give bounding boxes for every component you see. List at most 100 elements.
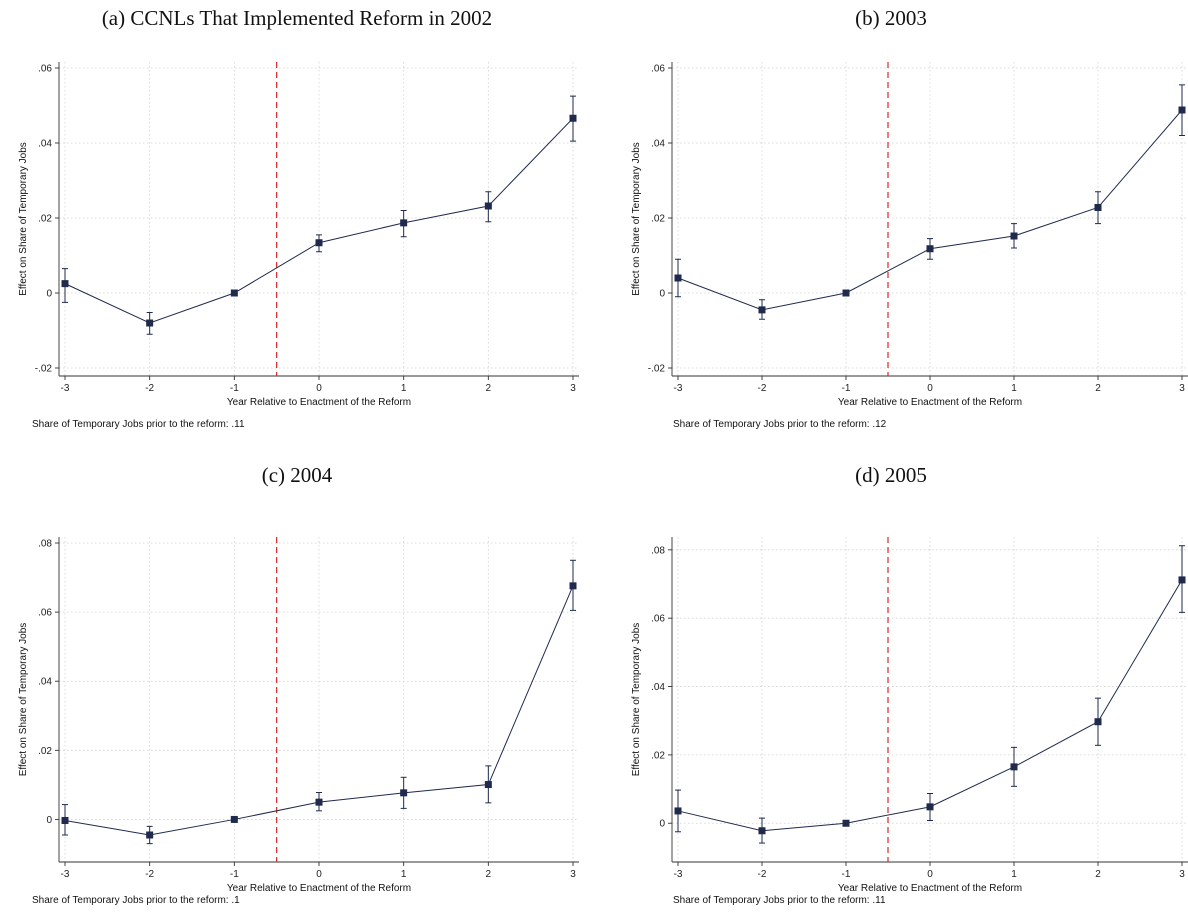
- data-point: [61, 280, 69, 288]
- data-point: [315, 798, 323, 806]
- x-tick-label: 0: [927, 869, 933, 880]
- x-tick-label: -2: [145, 383, 154, 394]
- chart-svg: 0 .02 .04 .06 .08 -3 -2 -1 0 1 2 3 Year Relative to …: [18, 537, 579, 894]
- x-axis-title: Year Relative to Enactment of the Reform: [838, 883, 1022, 894]
- y-tick-label: .04: [651, 139, 665, 150]
- chart-title: (c) 2004: [261, 463, 333, 487]
- x-tick-label: -2: [758, 869, 767, 880]
- data-point: [1010, 232, 1018, 240]
- x-axis-title: Year Relative to Enactment of the Reform: [227, 397, 411, 408]
- data-point: [842, 289, 850, 297]
- chart-title: (a) CCNLs That Implemented Reform in 200…: [101, 6, 493, 30]
- chart-note: Share of Temporary Jobs prior to the ref…: [673, 419, 887, 430]
- x-tick-label: 0: [316, 869, 322, 880]
- data-point: [230, 289, 238, 297]
- x-tick-label: 3: [1179, 383, 1185, 394]
- data-point: [758, 827, 766, 835]
- x-tick-label: -1: [842, 383, 851, 394]
- x-tick-label: -3: [61, 383, 70, 394]
- x-tick-label: 2: [1095, 383, 1101, 394]
- y-tick-label: .04: [38, 677, 52, 688]
- x-tick-label: -2: [145, 869, 154, 880]
- x-tick-label: -2: [758, 383, 767, 394]
- x-tick-label: 1: [401, 869, 407, 880]
- x-axis-title: Year Relative to Enactment of the Reform: [838, 397, 1022, 408]
- data-point: [1010, 763, 1018, 771]
- data-point: [926, 803, 934, 811]
- y-tick-label: .06: [651, 614, 665, 625]
- chart-title: (d) 2005: [855, 463, 927, 487]
- data-point: [842, 819, 850, 827]
- data-point: [674, 807, 682, 815]
- data-point: [926, 245, 934, 253]
- chart-panel-d: (d) 2005 0 .02 .04 .06 .08 -3 -2 -1 0 1 2 3 Year Rel…: [594, 457, 1188, 913]
- y-tick-label: .06: [38, 64, 52, 75]
- x-tick-label: 3: [570, 383, 576, 394]
- chart-svg: 0 .02 .04 .06 .08 -3 -2 -1 0 1 2 3 Year Relative to …: [631, 537, 1188, 894]
- data-point: [1094, 718, 1102, 726]
- data-point: [674, 274, 682, 282]
- x-tick-label: -1: [230, 869, 239, 880]
- y-tick-label: .02: [651, 750, 665, 761]
- x-axis-title: Year Relative to Enactment of the Reform: [227, 883, 411, 894]
- y-axis-title: Effect on Share of Temporary Jobs: [631, 142, 642, 296]
- x-tick-label: -3: [674, 869, 683, 880]
- chart-note: Share of Temporary Jobs prior to the ref…: [32, 895, 240, 906]
- x-tick-label: 3: [1179, 869, 1185, 880]
- y-axis-title: Effect on Share of Temporary Jobs: [18, 142, 29, 296]
- data-point: [569, 114, 577, 122]
- data-point: [400, 219, 408, 227]
- y-tick-label: .04: [38, 139, 52, 150]
- data-point: [484, 781, 492, 789]
- x-tick-label: -1: [230, 383, 239, 394]
- data-point: [400, 789, 408, 797]
- chart-panel-c: (c) 2004 0 .02 .04 .06 .08 -3 -2 -1 0 1 2 3 Year Rel…: [0, 457, 594, 913]
- x-tick-label: 2: [486, 869, 492, 880]
- chart-svg: -.02 0 .02 .04 .06 -3 -2 -1 0 1 2 3 Year Relative to…: [631, 62, 1188, 408]
- data-point: [61, 816, 69, 824]
- x-tick-label: -1: [842, 869, 851, 880]
- x-tick-label: 1: [1011, 869, 1017, 880]
- x-tick-label: 2: [486, 383, 492, 394]
- x-tick-label: 1: [1011, 383, 1017, 394]
- chart-note: Share of Temporary Jobs prior to the ref…: [32, 419, 245, 430]
- data-point: [1094, 204, 1102, 211]
- y-tick-label: .02: [38, 746, 52, 757]
- y-tick-label: .06: [651, 64, 665, 75]
- data-point: [1178, 576, 1186, 584]
- y-tick-label: .02: [651, 214, 665, 225]
- data-point: [315, 239, 323, 247]
- y-tick-label: 0: [659, 289, 665, 300]
- chart-svg: -.02 0 .02 .04 .06 -3 -2 -1 0 1 2 3 Year Relative to…: [18, 62, 579, 408]
- y-tick-label: 0: [659, 819, 665, 830]
- data-point: [484, 202, 492, 210]
- y-tick-label: -.02: [648, 364, 666, 375]
- data-point: [758, 306, 766, 314]
- x-tick-label: 3: [570, 869, 576, 880]
- y-axis-title: Effect on Share of Temporary Jobs: [18, 623, 29, 777]
- y-tick-label: -.02: [35, 364, 53, 375]
- data-point: [1178, 106, 1186, 114]
- x-tick-label: 0: [927, 383, 933, 394]
- x-tick-label: -3: [674, 383, 683, 394]
- y-tick-label: .08: [38, 539, 52, 550]
- data-point: [569, 582, 577, 590]
- y-axis-title: Effect on Share of Temporary Jobs: [631, 623, 642, 777]
- y-tick-label: .08: [651, 545, 665, 556]
- y-tick-label: 0: [46, 289, 52, 300]
- y-tick-label: .04: [651, 682, 665, 693]
- series-line: [677, 109, 1183, 311]
- x-tick-label: -3: [61, 869, 70, 880]
- chart-panel-b: (b) 2003 -.02 0 .02 .04 .06 -3 -2 -1 0 1 2 3 Year Re…: [594, 0, 1188, 456]
- series-line: [64, 117, 574, 324]
- x-tick-label: 1: [401, 383, 407, 394]
- y-tick-label: 0: [46, 815, 52, 826]
- chart-panel-a: (a) CCNLs That Implemented Reform in 200…: [0, 0, 594, 456]
- data-point: [146, 319, 154, 327]
- y-tick-label: .06: [38, 608, 52, 619]
- data-point: [230, 815, 238, 823]
- x-tick-label: 0: [316, 383, 322, 394]
- x-tick-label: 2: [1095, 869, 1101, 880]
- chart-note: Share of Temporary Jobs prior to the ref…: [673, 895, 886, 906]
- y-tick-label: .02: [38, 214, 52, 225]
